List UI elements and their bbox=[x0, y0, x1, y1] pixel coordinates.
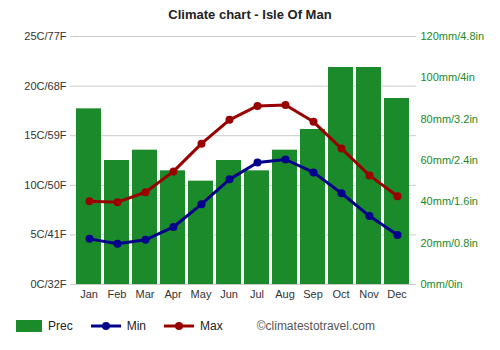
svg-text:100mm/4in: 100mm/4in bbox=[421, 71, 475, 83]
svg-text:0mm/0in: 0mm/0in bbox=[421, 278, 463, 290]
svg-text:Mar: Mar bbox=[136, 288, 155, 300]
svg-text:25C/77F: 25C/77F bbox=[24, 30, 66, 42]
svg-text:20mm/0.8in: 20mm/0.8in bbox=[421, 237, 478, 249]
svg-text:10C/50F: 10C/50F bbox=[24, 179, 66, 191]
svg-text:Oct: Oct bbox=[332, 288, 349, 300]
svg-text:20C/68F: 20C/68F bbox=[24, 80, 66, 92]
svg-text:Sep: Sep bbox=[303, 288, 323, 300]
svg-text:0C/32F: 0C/32F bbox=[30, 278, 66, 290]
svg-text:Jul: Jul bbox=[250, 288, 264, 300]
svg-text:15C/59F: 15C/59F bbox=[24, 129, 66, 141]
html-text:Prec: Prec bbox=[48, 319, 73, 333]
svg-text:120mm/4.8in: 120mm/4.8in bbox=[421, 30, 485, 42]
svg-text:Apr: Apr bbox=[164, 288, 181, 300]
html-text:Max: Max bbox=[200, 319, 223, 333]
svg-text:Dec: Dec bbox=[387, 288, 407, 300]
svg-text:Jan: Jan bbox=[80, 288, 98, 300]
svg-text:40mm/1.6in: 40mm/1.6in bbox=[421, 195, 478, 207]
html-text:Climate chart - Isle Of Man: Climate chart - Isle Of Man bbox=[168, 7, 332, 22]
svg-text:Jun: Jun bbox=[220, 288, 238, 300]
svg-text:Feb: Feb bbox=[108, 288, 127, 300]
svg-text:5C/41F: 5C/41F bbox=[30, 228, 66, 240]
svg-text:Nov: Nov bbox=[359, 288, 379, 300]
html-text:Min: Min bbox=[126, 319, 146, 333]
svg-text:80mm/3.2in: 80mm/3.2in bbox=[421, 113, 478, 125]
svg-text:May: May bbox=[191, 288, 212, 300]
svg-text:Aug: Aug bbox=[275, 288, 295, 300]
html-text:©climatestotravel.com: ©climatestotravel.com bbox=[256, 319, 375, 333]
svg-text:60mm/2.4in: 60mm/2.4in bbox=[421, 154, 478, 166]
